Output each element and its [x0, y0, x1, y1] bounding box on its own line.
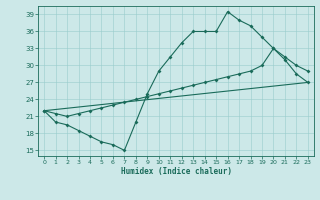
X-axis label: Humidex (Indice chaleur): Humidex (Indice chaleur)	[121, 167, 231, 176]
